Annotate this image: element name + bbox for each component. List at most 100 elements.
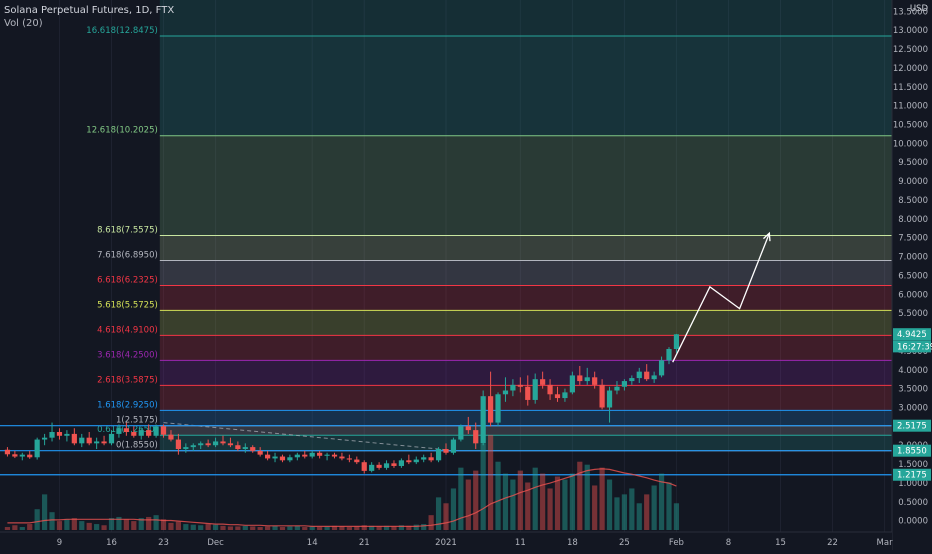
candle-body: [294, 454, 300, 458]
volume-bar: [56, 521, 63, 530]
candle-body: [406, 460, 412, 463]
candle-body: [361, 462, 367, 471]
candle-body: [138, 430, 144, 436]
candle-body: [257, 450, 263, 455]
volume-bar: [153, 515, 159, 530]
time-tick-label: 23: [158, 538, 169, 548]
fib-zone: [159, 425, 893, 436]
time-tick-label: 9: [57, 538, 62, 548]
volume-bars: [4, 435, 680, 530]
candle-body: [606, 390, 613, 408]
volume-bar: [421, 524, 427, 530]
volume-bar: [250, 526, 256, 530]
time-tick-label: 25: [619, 538, 630, 548]
candle-body: [569, 375, 575, 393]
candle-body: [540, 379, 546, 385]
volume-bar: [584, 464, 590, 530]
volume-bar: [644, 494, 650, 530]
volume-bar: [64, 519, 70, 530]
volume-bar: [673, 503, 680, 530]
price-badge: [893, 419, 931, 432]
volume-bar: [599, 467, 605, 530]
volume-indicator-label[interactable]: Vol (20): [4, 18, 43, 29]
fibonacci-extension-zones[interactable]: 16.618(12.8475) 12.618(10.2025) 8.618(7.55…: [86, 0, 893, 452]
candle-body: [621, 381, 628, 387]
volume-bar: [160, 519, 167, 530]
price-tick-label: 3.0000: [898, 403, 928, 413]
volume-bar: [331, 525, 338, 530]
volume-bar: [636, 503, 642, 530]
time-tick-label: 14: [307, 538, 318, 548]
volume-bar: [4, 527, 11, 530]
volume-bar: [79, 521, 85, 530]
time-tick-label: 16: [106, 538, 117, 548]
volume-bar: [94, 524, 100, 530]
fib-level-label: 12.618(10.2025): [86, 126, 158, 136]
volume-bar: [525, 482, 531, 530]
projection-path[interactable]: [672, 231, 771, 363]
volume-bar: [264, 526, 271, 530]
fib-level-label: 8.618(7.5575): [97, 226, 158, 236]
volume-bar: [480, 443, 486, 530]
volume-bar: [443, 503, 449, 530]
price-badge-label: 1.8550: [897, 447, 927, 457]
volume-bar: [198, 525, 204, 530]
price-tick-label: 11.0000: [893, 102, 928, 112]
candle-body: [369, 464, 375, 471]
symbol-title[interactable]: Solana Perpetual Futures, 1D, FTX: [4, 5, 175, 16]
projection-line: [672, 232, 771, 363]
candle-body: [4, 449, 11, 455]
candle-body: [79, 437, 85, 444]
price-tick-label: 8.0000: [898, 215, 928, 225]
volume-bar: [183, 524, 189, 530]
candle-body: [220, 441, 226, 444]
candle-body: [183, 447, 189, 449]
volume-bar: [287, 526, 293, 530]
price-badge: [893, 328, 931, 341]
volume-bar: [346, 527, 352, 530]
candle-body: [502, 390, 509, 395]
candle-body: [443, 448, 449, 453]
candle-body: [235, 445, 241, 449]
volume-bar: [435, 497, 442, 530]
volume-bar: [592, 485, 598, 530]
candle-body: [354, 459, 360, 463]
price-tick-label: 12.5000: [893, 45, 928, 55]
candle-body: [435, 448, 442, 461]
candle-body: [495, 394, 501, 423]
candle-body: [302, 454, 308, 457]
price-tick-label: 4.0000: [898, 366, 928, 376]
price-tick-label: 8.5000: [898, 196, 928, 206]
candle-body: [651, 375, 657, 380]
candle-body: [413, 459, 419, 463]
time-tick-label: 22: [827, 538, 838, 548]
candle-body: [614, 386, 620, 391]
candle-body: [398, 460, 405, 466]
fib-level-label: 7.618(6.8950): [97, 251, 158, 261]
candle-body: [64, 433, 70, 436]
price-tick-label: 6.5000: [898, 271, 928, 281]
volume-bar: [383, 525, 390, 530]
volume-bar: [606, 479, 613, 530]
candle-body: [636, 371, 642, 379]
fib-level-label: 5.618(5.5725): [97, 300, 158, 310]
candle-body: [487, 396, 494, 423]
price-tick-label: 9.5000: [898, 158, 928, 168]
candle-body: [584, 377, 590, 382]
candle-body: [27, 454, 33, 458]
volume-bar: [27, 524, 33, 530]
candle-body: [532, 379, 538, 400]
volume-bar: [413, 524, 419, 530]
volume-bar: [510, 479, 516, 530]
volume-bar: [658, 473, 665, 530]
volume-bar: [309, 526, 315, 530]
fib-zone: [159, 135, 893, 236]
volume-bar: [235, 526, 241, 530]
currency-label: USD: [910, 4, 929, 14]
volume-bar: [361, 525, 367, 530]
candle-body: [160, 426, 167, 435]
candle-body: [673, 334, 680, 350]
candle-body: [376, 464, 382, 468]
